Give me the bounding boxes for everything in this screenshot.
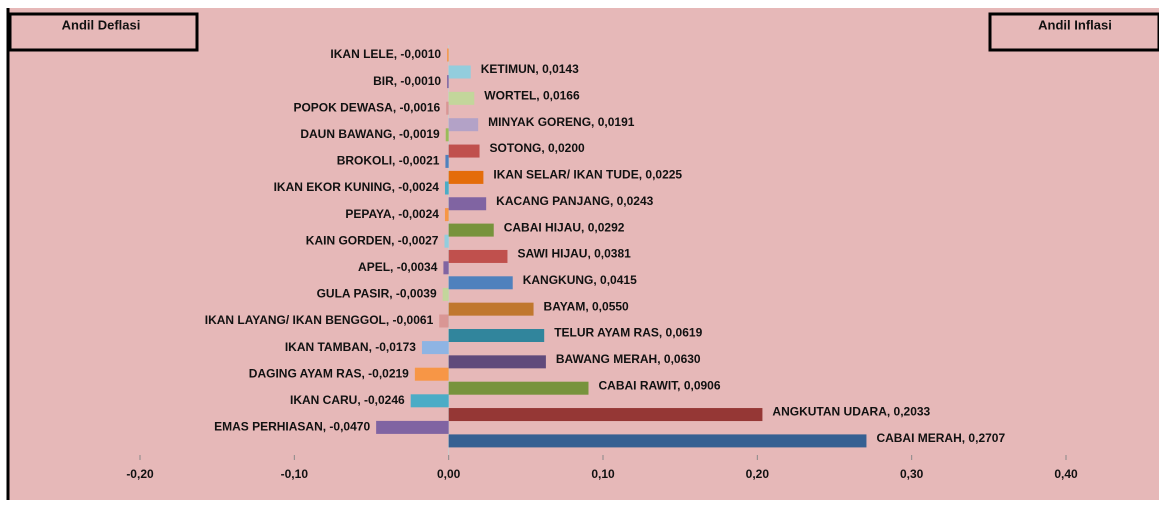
data-label: BAWANG MERAH, 0,0630 (556, 352, 701, 366)
bar (446, 101, 449, 115)
x-tick-label: -0,10 (281, 467, 309, 481)
data-label: KAIN GORDEN, -0,0027 (306, 233, 439, 247)
bar (421, 341, 449, 355)
bar (448, 65, 471, 79)
bar (448, 434, 867, 448)
data-label: BIR, -0,0010 (373, 74, 441, 88)
data-label: KACANG PANJANG, 0,0243 (496, 194, 653, 208)
data-label: MINYAK GORENG, 0,0191 (488, 115, 635, 129)
bar (447, 75, 449, 89)
bar (448, 197, 487, 211)
bar (444, 234, 449, 248)
data-label: IKAN LELE, -0,0010 (330, 47, 441, 61)
legend-label: Andil Deflasi (62, 17, 141, 32)
data-label: BAYAM, 0,0550 (544, 299, 629, 313)
data-label: POPOK DEWASA, -0,0016 (293, 100, 440, 114)
bar (448, 170, 484, 184)
x-tick-label: 0,40 (1054, 467, 1078, 481)
bar (445, 154, 449, 168)
x-tick-label: 0,10 (591, 467, 615, 481)
bar (376, 420, 449, 434)
x-tick-label: 0,00 (437, 467, 461, 481)
data-label: TELUR AYAM RAS, 0,0619 (554, 326, 702, 340)
bar (414, 367, 449, 381)
x-tick-label: 0,20 (746, 467, 770, 481)
bar (448, 408, 763, 422)
bar (448, 355, 546, 369)
data-label: CABAI RAWIT, 0,0906 (598, 378, 720, 392)
data-label: IKAN LAYANG/ IKAN BENGGOL, -0,0061 (205, 313, 434, 327)
bar (444, 208, 449, 222)
bar (448, 118, 479, 132)
data-label: IKAN TAMBAN, -0,0173 (285, 340, 416, 354)
data-label: DAUN BAWANG, -0,0019 (300, 127, 440, 141)
data-label: CABAI HIJAU, 0,0292 (504, 220, 625, 234)
bar (448, 223, 494, 237)
bar (444, 181, 449, 195)
bar (410, 394, 449, 408)
bar (443, 261, 449, 275)
bar (447, 48, 449, 62)
bar (448, 91, 475, 105)
data-label: DAGING AYAM RAS, -0,0219 (249, 366, 409, 380)
x-tick-label: 0,30 (900, 467, 924, 481)
legend-box (988, 12, 1159, 52)
legend-box (8, 12, 199, 52)
x-tick-label: -0,20 (126, 467, 154, 481)
bar (448, 302, 534, 316)
bar (448, 249, 508, 263)
data-label: PEPAYA, -0,0024 (345, 207, 439, 221)
data-label: KANGKUNG, 0,0415 (523, 273, 637, 287)
bar (448, 329, 545, 342)
data-label: CABAI MERAH, 0,2707 (876, 431, 1005, 445)
bar (445, 128, 449, 142)
bar (448, 144, 480, 158)
bar (442, 287, 449, 301)
data-label: IKAN CARU, -0,0246 (290, 393, 405, 407)
data-label: IKAN SELAR/ IKAN TUDE, 0,0225 (493, 168, 682, 182)
legend-label: Andil Inflasi (1038, 17, 1112, 32)
data-label: GULA PASIR, -0,0039 (317, 287, 437, 301)
data-label: WORTEL, 0,0166 (484, 89, 580, 103)
data-label: EMAS PERHIASAN, -0,0470 (214, 420, 370, 434)
data-label: KETIMUN, 0,0143 (481, 62, 579, 76)
data-label: SOTONG, 0,0200 (490, 141, 585, 155)
bar (448, 276, 513, 290)
data-label: IKAN EKOR KUNING, -0,0024 (274, 180, 440, 194)
bar (439, 314, 449, 328)
data-label: SAWI HIJAU, 0,0381 (517, 247, 631, 261)
bar (448, 381, 589, 395)
data-label: BROKOLI, -0,0021 (337, 154, 440, 168)
data-label: APEL, -0,0034 (358, 260, 438, 274)
data-label: ANGKUTAN UDARA, 0,2033 (772, 405, 930, 419)
